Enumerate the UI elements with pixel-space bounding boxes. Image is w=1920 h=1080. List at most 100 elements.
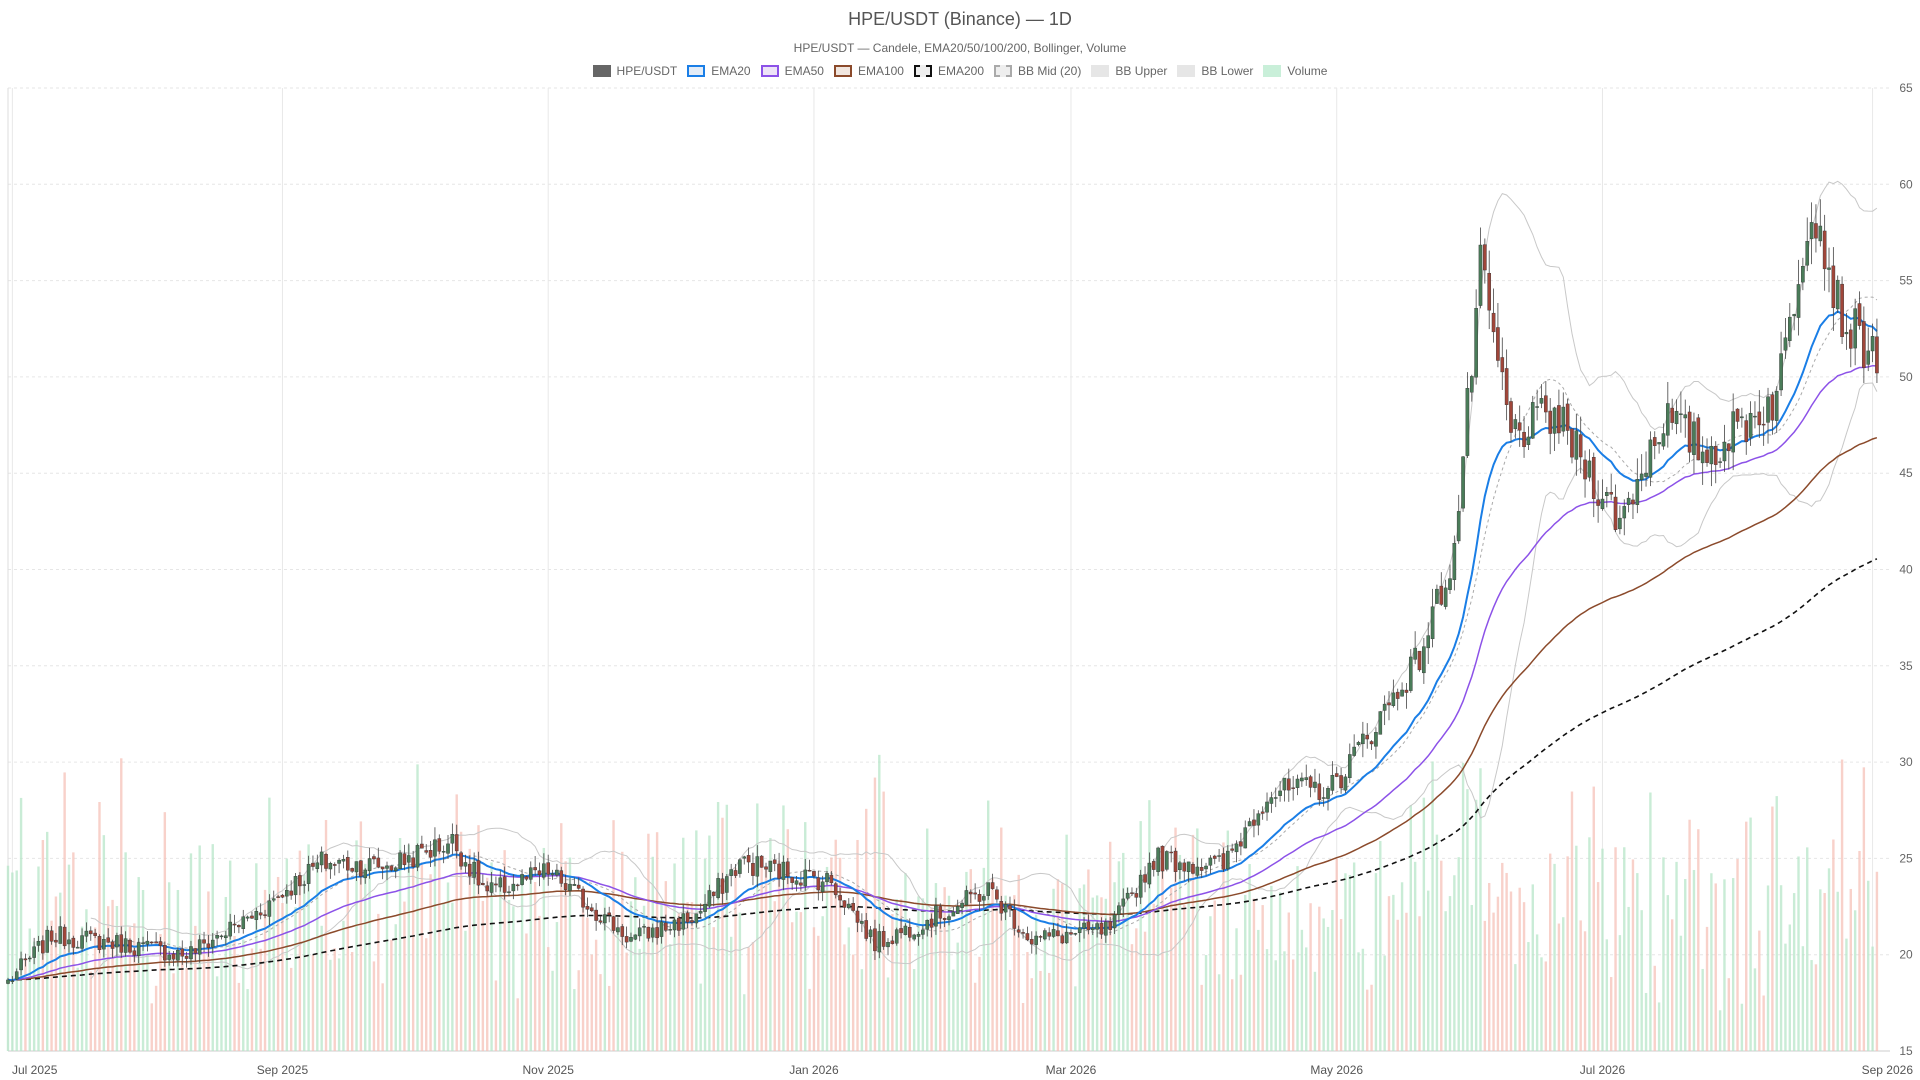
volume-bar [882, 791, 885, 1051]
candle-body [968, 891, 973, 895]
legend-item[interactable]: EMA100 [833, 64, 904, 78]
volume-bar [538, 915, 541, 1051]
candle-body [250, 915, 254, 919]
volume-bar [956, 942, 959, 1051]
candle-body [1382, 703, 1387, 711]
volume-bar [316, 861, 319, 1051]
candle-body [611, 916, 616, 931]
candle-body [1509, 401, 1513, 433]
volume-bar [128, 926, 132, 1051]
volume-bar [1862, 767, 1866, 1051]
volume-bar [185, 968, 188, 1051]
volume-bar [917, 896, 920, 1051]
candle-body [1848, 329, 1853, 349]
candle-body [1474, 308, 1478, 378]
volume-bar [311, 955, 315, 1051]
volume-bar [1548, 853, 1552, 1051]
candle-body [1304, 777, 1309, 780]
volume-bar [1579, 920, 1582, 1051]
volume-bar [503, 850, 506, 1051]
candle-body [1652, 437, 1657, 446]
volume-bar [303, 874, 306, 1051]
volume-bar [481, 900, 485, 1051]
candle-body [703, 903, 707, 912]
candle-body [441, 851, 446, 853]
candle-body [263, 914, 267, 916]
legend-swatch [760, 65, 779, 77]
volume-bar [1788, 924, 1792, 1051]
candle-body [463, 862, 468, 867]
candle-body [1631, 499, 1635, 505]
ema50-line [7, 364, 1877, 981]
volume-bar [298, 850, 302, 1051]
candle-body [1029, 939, 1034, 945]
volume-bar [1217, 974, 1221, 1051]
volume-bar [934, 883, 938, 1051]
candle-body [772, 859, 777, 864]
legend-item[interactable]: BB Lower [1177, 64, 1253, 78]
candle-body [1247, 821, 1252, 827]
volume-bar [237, 982, 241, 1051]
candle-body [1692, 421, 1696, 455]
candle-body [1783, 337, 1788, 351]
candle-body [14, 971, 19, 980]
candle-body [1544, 395, 1548, 413]
candle-body [1552, 407, 1557, 434]
candle-body [459, 852, 463, 867]
volume-bar [708, 835, 711, 1051]
volume-bar [1505, 872, 1508, 1051]
volume-bar [394, 924, 397, 1051]
legend-item[interactable]: Volume [1263, 64, 1327, 78]
candle-body [206, 943, 211, 949]
volume-bar [1618, 935, 1622, 1051]
legend-item[interactable]: EMA20 [687, 64, 751, 78]
candle-body [585, 906, 590, 910]
volume-bar [647, 833, 650, 1051]
candle-body [742, 856, 747, 859]
volume-bar [804, 822, 807, 1051]
volume-bar [1348, 874, 1351, 1051]
candle-body [559, 870, 564, 884]
volume-bar [1370, 984, 1373, 1051]
volume-bar [1187, 868, 1190, 1051]
volume-bar [19, 797, 23, 1051]
volume-bar [838, 857, 842, 1051]
legend-item[interactable]: EMA50 [760, 64, 824, 78]
volume-bar [411, 859, 415, 1051]
candle-body [655, 927, 659, 939]
volume-bar [377, 913, 380, 1051]
x-tick-label: Mar 2026 [1046, 1063, 1097, 1077]
candle-body [119, 934, 124, 953]
volume-bar [577, 970, 580, 1051]
volume-bar [1762, 995, 1765, 1051]
volume-bar [1313, 971, 1317, 1051]
candle-body [389, 865, 394, 871]
volume-bar [272, 897, 275, 1051]
candle-body [650, 927, 655, 938]
legend-item[interactable]: HPE/USDT [592, 64, 677, 78]
candle-body [738, 859, 742, 874]
volume-bar [76, 967, 79, 1051]
volume-bar [1710, 873, 1713, 1051]
volume-bar [1074, 986, 1077, 1051]
candle-body [960, 902, 964, 908]
volume-bar [1727, 978, 1731, 1051]
volume-bar [738, 912, 742, 1051]
legend-item[interactable]: BB Upper [1091, 64, 1167, 78]
volume-bar [607, 985, 611, 1051]
candle-body [6, 979, 10, 984]
candle-body [298, 875, 302, 887]
candle-body [1125, 892, 1130, 899]
volume-bar [1169, 887, 1173, 1051]
candle-body [1343, 776, 1348, 791]
candle-body [860, 921, 864, 924]
volume-bar [276, 876, 280, 1051]
candle-body [267, 900, 272, 917]
volume-bar [1344, 873, 1347, 1051]
volume-bar [1697, 829, 1700, 1051]
legend-item[interactable]: EMA200 [913, 64, 984, 78]
volume-bar [442, 902, 445, 1051]
volume-bar [1535, 934, 1539, 1051]
legend-item[interactable]: BB Mid (20) [994, 64, 1081, 78]
candle-body [603, 914, 607, 924]
